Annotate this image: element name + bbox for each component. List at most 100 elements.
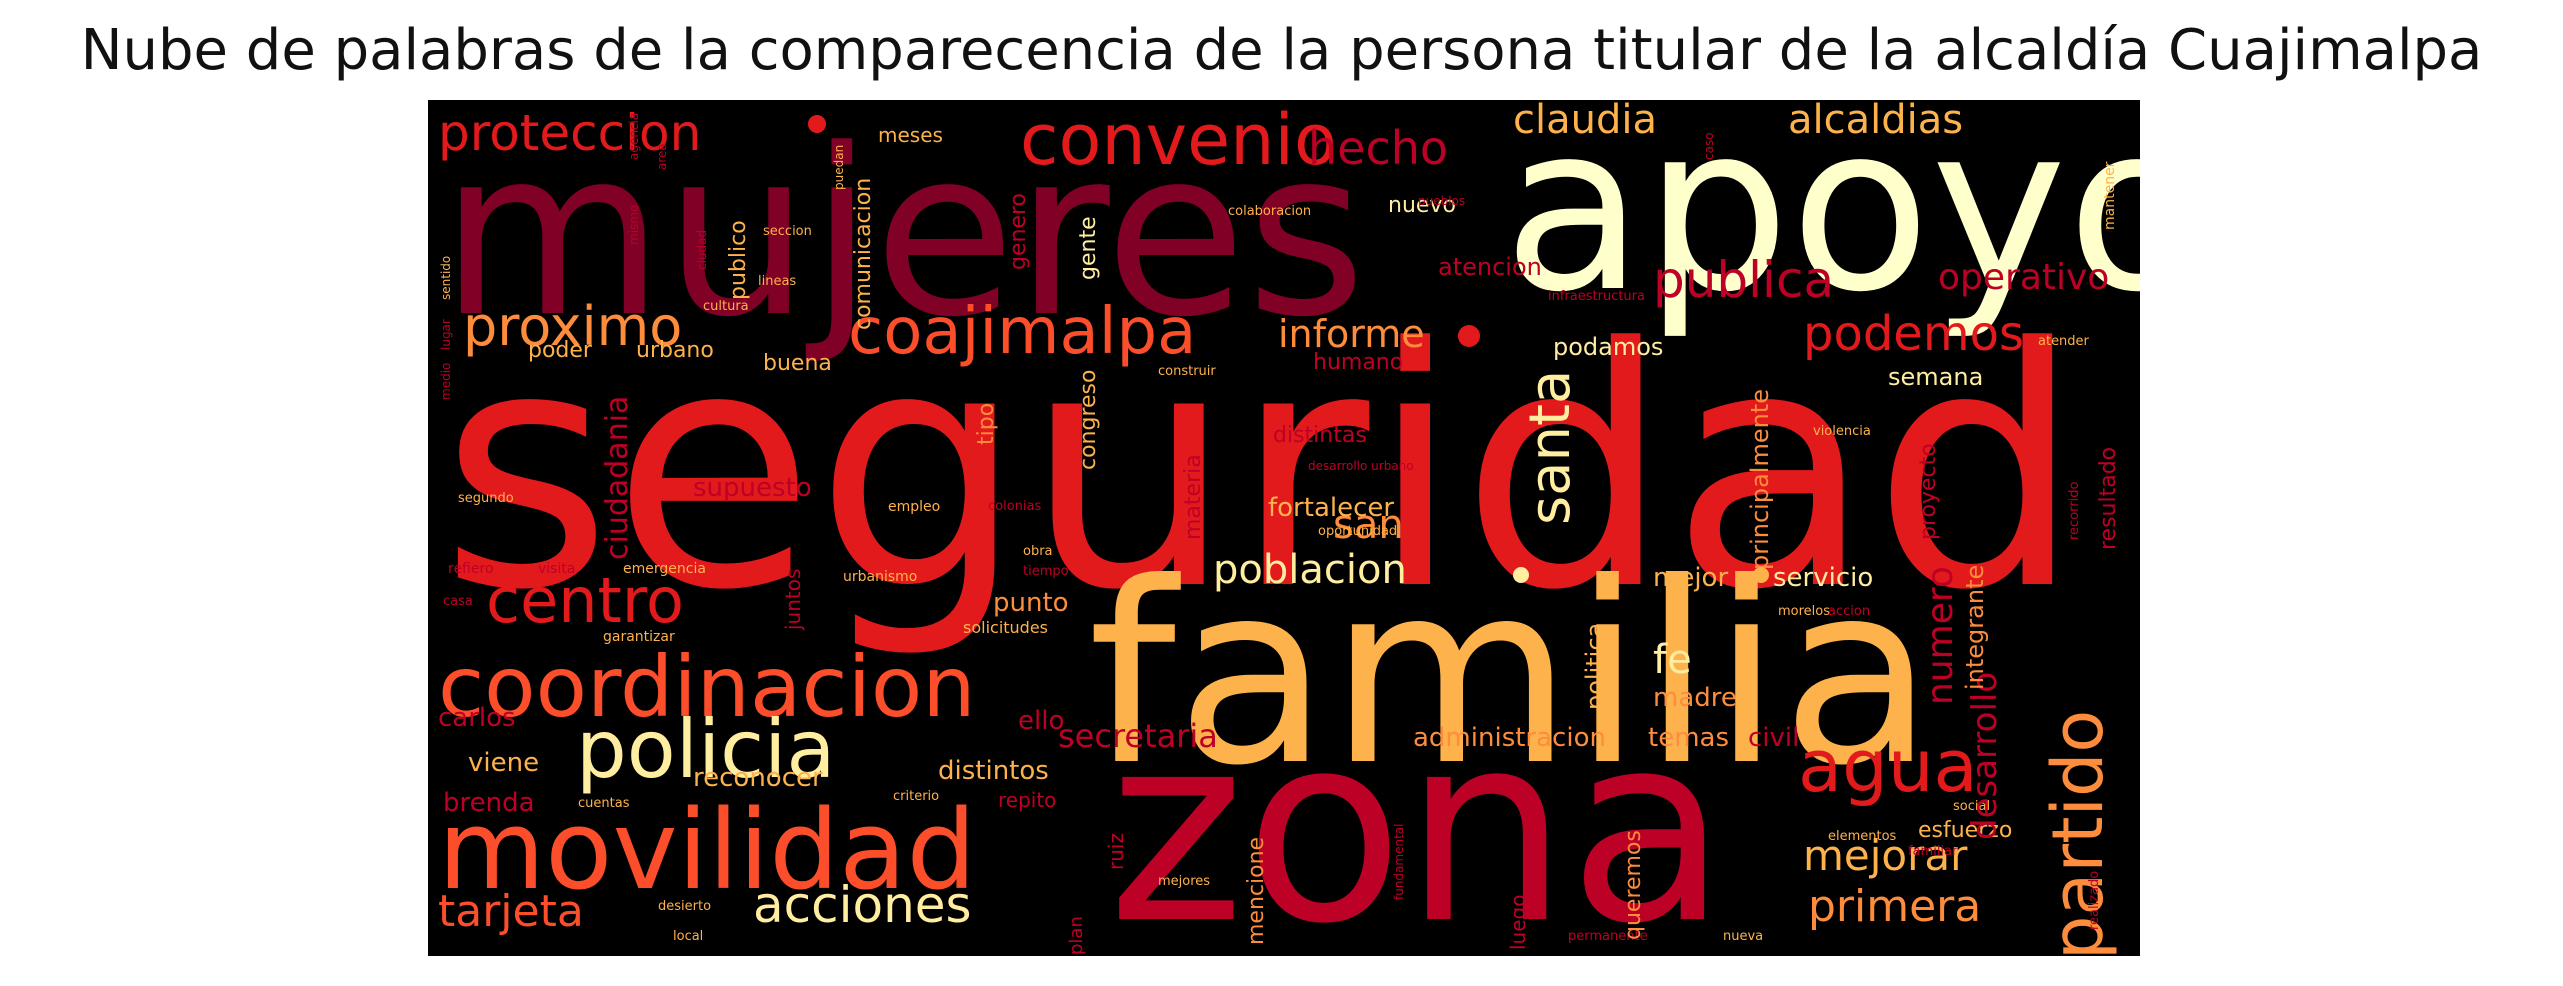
cloud-word: buena (763, 351, 832, 376)
cloud-dot (808, 115, 826, 133)
cloud-word: gente (1076, 216, 1101, 280)
cloud-word: brenda (443, 788, 535, 818)
cloud-word: permanente (1568, 929, 1648, 944)
cloud-word: claudia (1513, 100, 1657, 143)
cloud-word: luego (1506, 894, 1530, 950)
cloud-word: sentido (439, 255, 453, 300)
cloud-word: podamos (1553, 333, 1664, 361)
cloud-word: seguridad (440, 278, 2083, 662)
cloud-word: poblacion (1213, 547, 1407, 593)
cloud-word: desarrollo (1965, 671, 2005, 840)
cloud-word: coajimalpa (848, 295, 1197, 369)
cloud-word: refiero (448, 561, 494, 577)
cloud-word: publico (726, 220, 751, 300)
cloud-word: visita (538, 561, 576, 577)
cloud-word: emergencia (623, 561, 706, 577)
cloud-word: familia (1088, 529, 1935, 820)
cloud-word: nuevo (1388, 193, 1456, 218)
cloud-word: criterio (893, 789, 940, 804)
cloud-word: lugar (439, 319, 453, 350)
cloud-word: semana (1888, 363, 1984, 391)
cloud-word: obra (1023, 544, 1053, 559)
cloud-word: medio (439, 362, 453, 400)
cloud-word: resultado (2096, 446, 2121, 550)
cloud-word: cultura (703, 299, 749, 314)
cloud-word: secretaria (1058, 717, 1218, 755)
cloud-word: familiar (1908, 844, 1958, 859)
cloud-word: violencia (1813, 424, 1871, 439)
cloud-word: lineas (758, 274, 797, 289)
cloud-word: administracion (1413, 723, 1606, 753)
chart-title: Nube de palabras de la comparecencia de … (80, 18, 2483, 83)
cloud-word: apoyo (1503, 100, 2140, 343)
cloud-word: mismo (627, 204, 641, 245)
cloud-word: mejor (1653, 563, 1729, 593)
cloud-word: convenio (1020, 100, 1337, 181)
cloud-dot (1513, 567, 1529, 583)
cloud-word: relacion (1426, 827, 1451, 915)
cloud-word: tipo (974, 402, 999, 445)
cloud-word: agua (1798, 724, 1978, 808)
cloud-word: area (655, 143, 669, 170)
cloud-word: seccion (763, 224, 812, 239)
cloud-word: mejorar (1803, 831, 1968, 880)
word-cloud: seguridad mujeres apoyo familia zona mov… (428, 100, 2140, 956)
cloud-word: zona (1108, 679, 1728, 956)
cloud-word: construir (1158, 364, 1216, 379)
cloud-word: genero (1006, 193, 1031, 270)
cloud-dot (1753, 567, 1769, 583)
cloud-word: centro (486, 564, 684, 637)
cloud-word: carlos (438, 703, 516, 733)
cloud-word: policia (576, 703, 836, 796)
cloud-word: garantizar (603, 629, 675, 645)
cloud-word: distintos (938, 756, 1049, 786)
cloud-word: solicitudes (963, 618, 1049, 637)
cloud-word: ciudadania (600, 395, 635, 560)
cloud-word: comunicacion (851, 177, 876, 330)
cloud-word: humano (1313, 350, 1404, 375)
cloud-word: proteccion (438, 104, 702, 162)
cloud-word: poder (528, 338, 592, 363)
cloud-word: informe (1278, 312, 1425, 356)
cloud-word: movilidad (438, 786, 977, 914)
cloud-word: local (673, 929, 704, 944)
cloud-word: esfuerzo (1918, 818, 2013, 843)
cloud-word: infraestructura (1548, 289, 1645, 304)
cloud-word: plan (1066, 916, 1087, 955)
cloud-word: desarrollo urbano (1308, 459, 1414, 473)
cloud-word: madre (1653, 683, 1737, 713)
cloud-word: puedan (832, 144, 846, 190)
cloud-word: santa (1518, 369, 1583, 525)
cloud-word: cuentas (578, 796, 630, 811)
cloud-word: alcaldias (1788, 100, 1964, 143)
cloud-dot (1458, 325, 1480, 347)
cloud-word: mejores (1158, 874, 1211, 889)
cloud-word: principalmente (1746, 389, 1774, 570)
cloud-word: mencione (1244, 836, 1269, 945)
cloud-word: ruiz (1104, 833, 1128, 870)
cloud-word: supuesto (693, 473, 812, 503)
cloud-word: oportunidad (1318, 524, 1398, 539)
cloud-word: acciones (753, 876, 972, 934)
cloud-word: podemos (1803, 306, 2024, 362)
cloud-word: numero (1920, 566, 1961, 705)
cloud-word: recorrido (2067, 481, 2082, 540)
cloud-word: caso (1702, 132, 1716, 160)
cloud-word: punto (993, 588, 1069, 618)
cloud-word: queremos (1621, 830, 1646, 940)
cloud-word: materia (1181, 454, 1206, 540)
cloud-word: politica (1581, 622, 1609, 710)
cloud-word: desierto (658, 899, 712, 914)
cloud-word: reconocer (693, 763, 823, 793)
cloud-word: publica (1653, 251, 1835, 309)
cloud-word: fortalecer (1268, 493, 1395, 523)
cloud-word: colaboracion (1228, 204, 1312, 219)
cloud-word: atencion (1438, 253, 1542, 281)
cloud-word: servicio (1773, 563, 1874, 593)
cloud-word: morelos (1778, 604, 1831, 619)
cloud-word: colonias (988, 499, 1042, 514)
cloud-word: tiempo (1023, 564, 1069, 579)
cloud-word: empleo (888, 499, 941, 515)
cloud-word: congreso (1076, 369, 1101, 470)
cloud-word: segundo (458, 491, 514, 506)
